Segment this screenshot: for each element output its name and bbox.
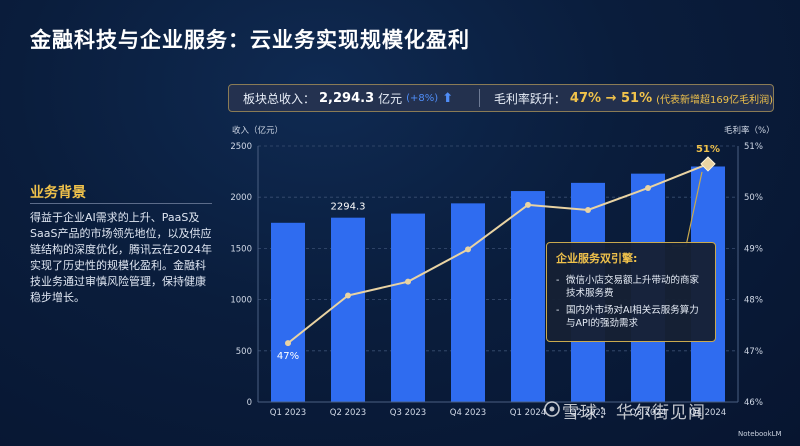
brand-label: NotebookLM bbox=[738, 430, 782, 438]
enterprise-engines-callout: 企业服务双引擎: - 微信小店交易额上升带动的商家技术服务费 - 国内外市场对A… bbox=[546, 242, 716, 342]
data-label: 2294.3 bbox=[331, 202, 366, 213]
x-tick-label: Q4 2024 bbox=[690, 408, 726, 418]
left-tick-label: 1500 bbox=[230, 244, 252, 254]
revenue-unit: 亿元 bbox=[378, 91, 403, 106]
margin-line bbox=[285, 156, 716, 347]
x-tick-label: Q4 2023 bbox=[450, 408, 486, 418]
right-tick-label: 51% bbox=[744, 142, 763, 152]
x-tick-label: Q2 2023 bbox=[330, 408, 366, 418]
arrow-up-icon: ⬆ bbox=[442, 90, 454, 106]
data-label: 47% bbox=[277, 351, 299, 362]
revenue-label: 板块总收入： bbox=[243, 91, 316, 106]
kpi-divider bbox=[478, 89, 480, 107]
x-tick-label: Q3 2024 bbox=[630, 408, 666, 418]
x-tick-label: Q2 2024 bbox=[570, 408, 606, 418]
margin-kpi: 毛利率跃升： 47% → 51% (代表新增超169亿毛利润) bbox=[480, 90, 773, 107]
callout-item: - 国内外市场对AI相关云服务算力与API的强劲需求 bbox=[556, 304, 706, 330]
kpi-bar: 板块总收入： 2,294.3 亿元 (+8%) ⬆ 毛利率跃升： 47% → 5… bbox=[228, 84, 774, 112]
revenue-change: (+8%) bbox=[406, 92, 439, 104]
x-tick-label: Q1 2024 bbox=[510, 408, 546, 418]
left-tick-label: 2500 bbox=[230, 142, 252, 152]
margin-point bbox=[345, 292, 351, 299]
margin-label: 毛利率跃升： bbox=[493, 91, 566, 106]
left-tick-label: 0 bbox=[247, 398, 252, 408]
background-title: 业务背景 bbox=[30, 185, 86, 201]
right-tick-label: 46% bbox=[744, 398, 763, 408]
callout-item: - 微信小店交易额上升带动的商家技术服务费 bbox=[556, 274, 706, 300]
left-tick-label: 1000 bbox=[230, 296, 252, 306]
bullet-icon: - bbox=[556, 275, 560, 286]
revenue-kpi: 板块总收入： 2,294.3 亿元 (+8%) ⬆ bbox=[229, 90, 479, 107]
bullet-icon: - bbox=[556, 305, 560, 316]
left-tick-label: 500 bbox=[236, 347, 252, 357]
x-tick-label: Q1 2023 bbox=[270, 408, 306, 418]
right-tick-label: 50% bbox=[744, 193, 763, 203]
margin-value: 47% → 51% bbox=[569, 90, 653, 106]
chart-axes: 0 500 1000 1500 2000 2500 46% 47% 48% 49% 50% 51% 收入… bbox=[230, 125, 774, 418]
callout-item-text: 微信小店交易额上升带动的商家技术服务费 bbox=[566, 275, 700, 299]
background-text: 得益于企业AI需求的上升、PaaS及SaaS产品的市场领先地位，以及供应链结构的… bbox=[30, 211, 212, 304]
margin-line-path bbox=[287, 162, 709, 344]
margin-point bbox=[465, 246, 471, 253]
watermark: 雪球：华尔街见闻 bbox=[562, 403, 706, 423]
snowball-logo-icon bbox=[544, 401, 560, 417]
x-tick-label: Q3 2023 bbox=[390, 408, 426, 418]
margin-point bbox=[285, 340, 291, 347]
right-tick-label: 48% bbox=[744, 296, 763, 306]
page-title: 金融科技与企业服务：云业务实现规模化盈利 bbox=[30, 28, 470, 52]
right-tick-label: 47% bbox=[744, 347, 763, 357]
right-tick-label: 49% bbox=[744, 244, 763, 254]
callout-item-text: 国内外市场对AI相关云服务算力与API的强劲需求 bbox=[566, 305, 699, 329]
left-axis-title: 收入（亿元） bbox=[232, 125, 283, 136]
margin-point bbox=[525, 201, 531, 208]
margin-note: (代表新增超169亿毛利润) bbox=[656, 94, 773, 106]
margin-point bbox=[585, 207, 591, 213]
right-axis-title: 毛利率（%） bbox=[724, 125, 775, 136]
revenue-bar bbox=[271, 222, 305, 402]
revenue-bar bbox=[391, 213, 425, 402]
callout-title: 企业服务双引擎: bbox=[556, 252, 638, 265]
background-divider bbox=[30, 203, 212, 204]
margin-point bbox=[405, 278, 411, 285]
margin-point bbox=[645, 184, 651, 191]
data-label: 51% bbox=[696, 144, 720, 155]
revenue-value: 2,294.3 bbox=[319, 90, 375, 106]
revenue-bar bbox=[331, 217, 365, 402]
margin-point bbox=[700, 156, 716, 172]
revenue-bar bbox=[451, 203, 485, 402]
left-tick-label: 2000 bbox=[230, 193, 252, 203]
revenue-bar bbox=[511, 191, 545, 402]
